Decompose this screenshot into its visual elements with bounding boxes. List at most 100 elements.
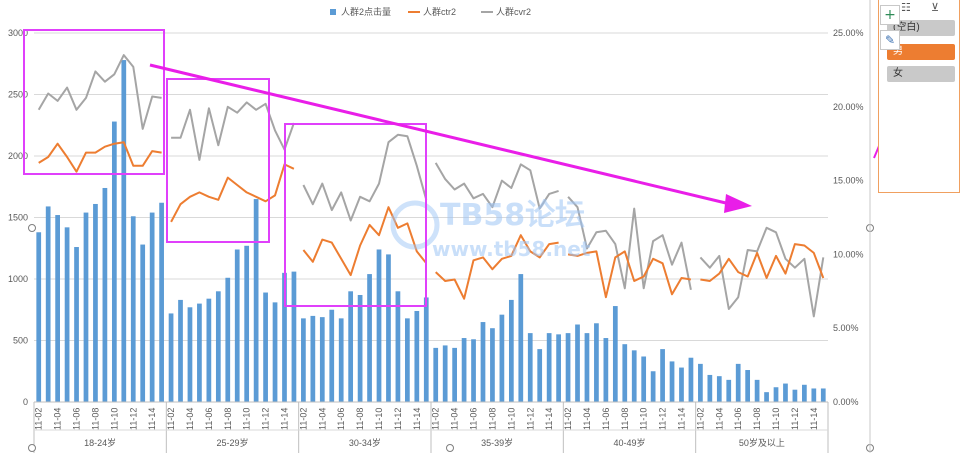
bar-clicks: [433, 347, 439, 402]
bar-clicks: [802, 384, 807, 402]
clear-filter-icon[interactable]: ⊻: [931, 2, 940, 14]
bar-clicks: [310, 315, 316, 402]
group-label: 30-34岁: [349, 437, 381, 448]
legend-label: 人群cvr2: [496, 6, 531, 17]
legend-swatch-clicks: [330, 9, 336, 15]
bar-clicks: [168, 313, 174, 402]
bar-clicks: [461, 338, 467, 402]
x-tick-label: 11-06: [72, 408, 82, 430]
line-ctr: [302, 206, 428, 277]
line-cvr: [302, 133, 428, 222]
bar-clicks: [386, 254, 391, 402]
x-tick-label: 11-02: [695, 408, 705, 430]
line-ctr: [38, 141, 162, 173]
x-tick-label: 11-04: [582, 408, 592, 430]
annotations: [23, 29, 912, 307]
x-tick-label: 11-06: [733, 408, 743, 430]
group-label: 50岁及以上: [739, 437, 785, 448]
x-tick-label: 11-06: [469, 408, 479, 430]
highlight-box: [23, 29, 165, 175]
line-series[interactable]: [37, 54, 825, 318]
bar-clicks: [565, 333, 571, 402]
x-tick-label: 11-02: [298, 408, 308, 430]
x-tick-label: 11-06: [336, 408, 346, 430]
x-tick-label: 11-10: [242, 408, 252, 430]
y-right-tick-label: 20.00%: [833, 102, 864, 112]
line-ctr: [435, 234, 559, 300]
bar-clicks: [556, 334, 561, 402]
bar-clicks: [414, 310, 420, 402]
x-tick-label: 11-10: [374, 408, 384, 430]
bar-clicks: [698, 363, 703, 402]
x-tick-label: 11-14: [147, 408, 157, 430]
bar-clicks: [36, 232, 42, 402]
x-tick-label: 11-08: [355, 408, 365, 430]
bar-clicks: [716, 376, 722, 402]
bar-clicks: [679, 367, 684, 402]
x-tick-label: 11-06: [204, 408, 214, 430]
x-tick-label: 11-02: [34, 408, 44, 430]
y-left-tick-label: 2500: [8, 90, 28, 100]
bar-clicks: [405, 318, 410, 402]
bar-clicks: [282, 272, 287, 402]
bar-clicks: [178, 299, 183, 402]
x-tick-label: 11-12: [393, 408, 403, 430]
legend-label: 人群ctr2: [423, 6, 456, 17]
legend: 人群2点击量 人群ctr2 人群cvr2: [330, 6, 531, 17]
bar-clicks: [603, 338, 609, 402]
selection-handles[interactable]: [28, 0, 874, 453]
slicer-item-male[interactable]: 男: [887, 44, 955, 60]
x-tick-label: 11-02: [563, 408, 573, 430]
x-tick-label: 11-04: [53, 408, 63, 430]
line-cvr: [434, 162, 559, 210]
bar-clicks: [811, 388, 817, 402]
group-label: 18-24岁: [84, 437, 116, 448]
multi-select-icon[interactable]: ☷: [901, 2, 911, 14]
bar-clicks: [546, 333, 552, 402]
x-tick-label: 11-04: [317, 408, 327, 430]
line-ctr: [700, 243, 825, 282]
bar-clicks: [329, 309, 335, 402]
bar-clicks: [263, 292, 268, 402]
x-tick-label: 11-02: [166, 408, 176, 430]
x-tick-label: 11-04: [450, 408, 460, 430]
bar-clicks: [726, 379, 732, 402]
resize-handle: [446, 444, 454, 452]
x-tick-label: 11-14: [544, 408, 554, 430]
slicer-panel[interactable]: ☷ ⊻ (空白) 男 女: [878, 0, 960, 193]
chart-style-button[interactable]: ✎: [880, 30, 900, 50]
x-tick-label: 11-14: [809, 408, 819, 430]
x-axis: 11-02 11-04 11-06 11-08 11-10 11-12 11-14 11-02…: [33, 401, 829, 453]
slicer-item-blank[interactable]: (空白): [887, 20, 955, 36]
line-cvr: [171, 101, 295, 161]
bar-clicks: [64, 227, 70, 402]
trend-arrow-head: [724, 194, 752, 213]
add-chart-element-button[interactable]: +: [880, 5, 900, 25]
group-label: 25-29岁: [216, 437, 248, 448]
watermark-logo: [390, 200, 440, 250]
bar-clicks: [111, 121, 117, 402]
line-cvr: [37, 54, 162, 130]
y-axis-left: 0 500 1000 1500 2000 2500 3000: [8, 28, 28, 407]
bar-series-clicks[interactable]: [36, 60, 826, 403]
bar-clicks: [442, 345, 448, 402]
x-tick-label: 11-08: [752, 408, 762, 430]
bar-clicks: [688, 357, 694, 402]
y-left-tick-label: 1500: [8, 213, 28, 223]
bar-clicks: [102, 187, 108, 402]
x-tick-label: 11-08: [487, 408, 497, 430]
highlight-box: [284, 123, 427, 307]
slicer-item-female[interactable]: 女: [887, 66, 955, 82]
bar-clicks: [480, 322, 486, 402]
bar-clicks: [735, 363, 741, 402]
bar-clicks: [612, 306, 618, 402]
bar-clicks: [93, 203, 98, 402]
legend-label: 人群2点击量: [341, 6, 391, 17]
bar-clicks: [149, 212, 155, 402]
x-tick-label: 11-08: [620, 408, 630, 430]
bar-clicks: [130, 216, 136, 402]
line-ctr: [567, 250, 692, 299]
y-axis-right: 0.00% 5.00% 10.00% 15.00% 20.00% 25.00%: [833, 28, 864, 407]
bar-clicks: [45, 206, 51, 402]
